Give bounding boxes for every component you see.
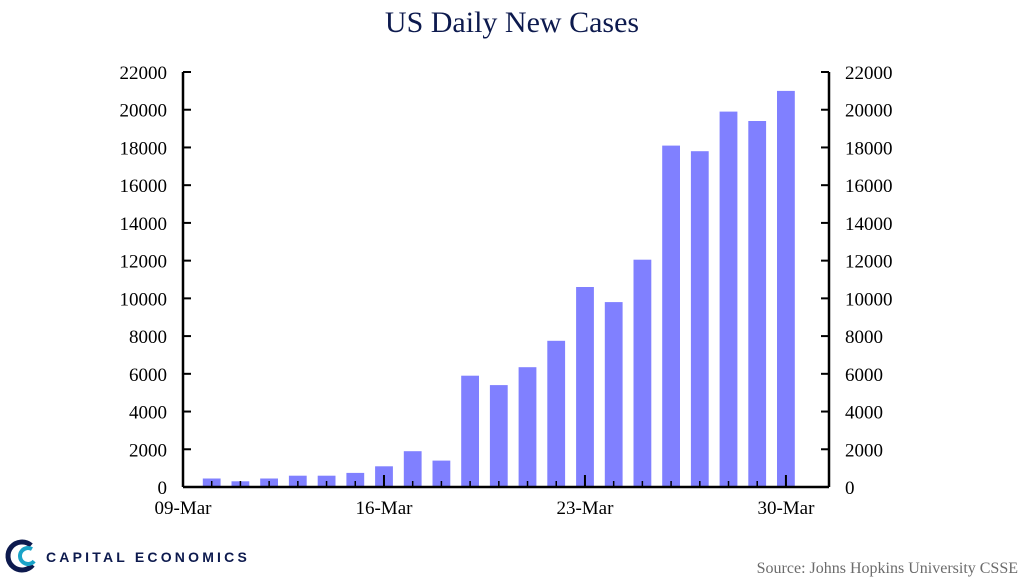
y-tick-label-right: 6000 [845, 365, 883, 386]
bar-21-Mar [518, 367, 537, 487]
x-tick-label: 09-Mar [155, 498, 213, 519]
bar-27-Mar [690, 151, 709, 487]
bar-23-Mar [576, 287, 594, 487]
y-tick-label-right: 16000 [845, 176, 893, 197]
y-tick-label-left: 12000 [120, 252, 168, 273]
y-tick-label-right: 4000 [845, 403, 883, 424]
x-tick-label: 30-Mar [757, 498, 815, 519]
y-tick-label-left: 2000 [129, 440, 167, 461]
y-tick-label-left: 6000 [129, 365, 167, 386]
chart-title: US Daily New Cases [385, 6, 639, 39]
bar-24-Mar [604, 302, 623, 487]
bar-15-Mar [346, 472, 365, 487]
bar-20-Mar [489, 385, 508, 487]
y-tick-label-left: 16000 [120, 176, 168, 197]
bar-22-Mar [547, 340, 566, 487]
y-tick-label-left: 14000 [120, 214, 168, 235]
y-tick-label-left: 8000 [129, 327, 167, 348]
y-tick-label-right: 2000 [845, 440, 883, 461]
bar-29-Mar [748, 121, 767, 487]
y-tick-label-left: 4000 [129, 403, 167, 424]
y-tick-label-right: 8000 [845, 327, 883, 348]
x-tick-label: 16-Mar [355, 498, 413, 519]
bar-30-Mar [777, 90, 795, 488]
y-tick-label-right: 10000 [845, 289, 893, 310]
y-tick-label-right: 0 [845, 478, 855, 499]
plot-area: 0 0 2000 2000 4000 4000 6000 6000 8000 8000 10000 1… [120, 63, 893, 519]
source-note: Source: Johns Hopkins University CSSE [757, 560, 1018, 577]
y-tick-label-left: 18000 [120, 138, 168, 159]
y-tick-label-left: 0 [158, 478, 168, 499]
y-tick-label-left: 20000 [120, 101, 168, 122]
x-tick-label: 23-Mar [556, 498, 614, 519]
bar-28-Mar [719, 111, 738, 487]
bar-19-Mar [461, 375, 479, 487]
y-tick-label-right: 20000 [845, 101, 893, 122]
y-tick-label-left: 22000 [120, 63, 168, 84]
y-tick-label-right: 14000 [845, 214, 893, 235]
bar-18-Mar [432, 460, 451, 487]
capital-economics-logo-icon [5, 539, 39, 573]
bar-26-Mar [662, 145, 680, 487]
y-tick-label-right: 18000 [845, 138, 893, 159]
y-tick-label-right: 22000 [845, 63, 893, 84]
brand-name: CAPITAL ECONOMICS [46, 549, 250, 565]
y-tick-label-left: 10000 [120, 289, 168, 310]
y-tick-label-right: 12000 [845, 252, 893, 273]
bar-25-Mar [633, 259, 652, 487]
bar-17-Mar [403, 451, 422, 487]
